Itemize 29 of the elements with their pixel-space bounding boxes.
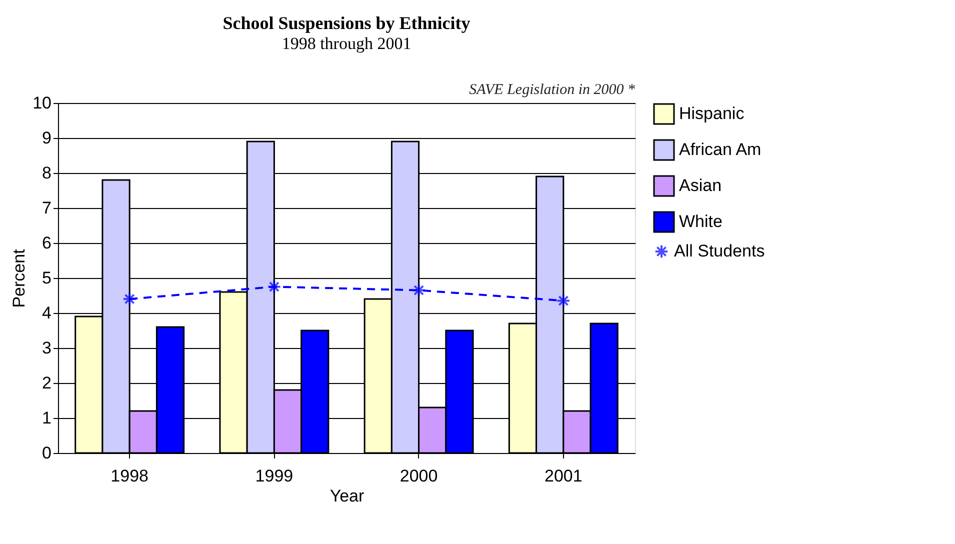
y-tick-label: 5 xyxy=(42,268,52,288)
chart-title: School Suspensions by Ethnicity xyxy=(222,13,470,33)
legend-label: All Students xyxy=(674,242,765,260)
legend-label: White xyxy=(679,212,722,231)
x-axis-title: Year xyxy=(330,486,365,506)
point xyxy=(267,280,282,294)
x-tick-label: 2000 xyxy=(400,466,438,486)
y-tick-label: 3 xyxy=(42,338,52,358)
y-tick-label: 1 xyxy=(42,408,52,428)
y-axis-title: Percent xyxy=(10,248,29,308)
x-tick-label: 1998 xyxy=(110,466,148,486)
legend-label: Hispanic xyxy=(679,104,745,123)
point xyxy=(556,294,571,308)
y-tick-label: 2 xyxy=(42,374,52,392)
x-tick-label: 2001 xyxy=(544,466,582,486)
y-tick-label: 8 xyxy=(42,164,52,182)
x-tick-label: 1999 xyxy=(255,466,294,486)
y-tick-label: 7 xyxy=(42,198,52,218)
point xyxy=(122,292,137,306)
y-tick-label: 4 xyxy=(42,304,52,322)
legend-label: Asian xyxy=(679,176,722,195)
y-tick-label: 10 xyxy=(32,94,52,112)
y-tick-label: 9 xyxy=(42,128,52,148)
text: SAVE Legislation in 2000 * xyxy=(469,82,636,98)
chart-subtitle: 1998 through 2001 xyxy=(282,34,412,53)
y-tick-label: 0 xyxy=(42,444,52,462)
point xyxy=(412,283,426,298)
y-tick-label: 6 xyxy=(42,234,52,252)
legend-label: African Am xyxy=(679,140,762,159)
